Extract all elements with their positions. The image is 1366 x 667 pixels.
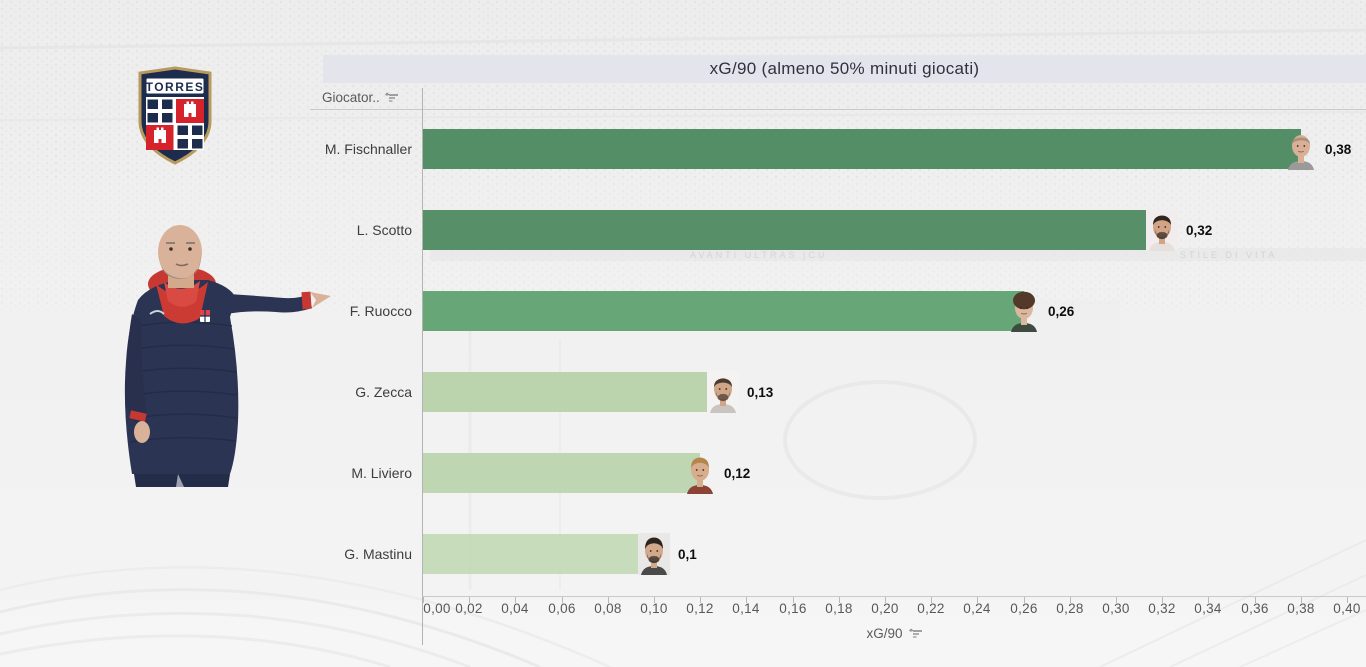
x-axis-tick-mark [746, 597, 747, 603]
x-axis-tick-mark [1116, 597, 1117, 603]
sort-descending-icon[interactable] [384, 92, 398, 103]
player-photo[interactable] [1146, 209, 1178, 251]
x-axis-tick-mark [1301, 597, 1302, 603]
bg-banner-left-text: AVANTI ULTRAS |CU [690, 250, 827, 260]
club-logo: TORRES [138, 66, 212, 165]
chart-title-band: xG/90 (almeno 50% minuti giocati) [323, 55, 1366, 83]
player-value-label: 0,32 [1186, 223, 1213, 238]
player-name-label[interactable]: L. Scotto [356, 222, 412, 238]
x-axis-tick-label: 0,26 [1010, 601, 1038, 616]
x-axis-tick-label: 0,30 [1102, 601, 1130, 616]
player-name-label[interactable]: M. Fischnaller [324, 141, 412, 157]
bg-banner-right-text: STILE DI VITA [1180, 250, 1277, 260]
player-bar[interactable] [423, 291, 1024, 331]
x-axis-tick-mark [654, 597, 655, 603]
x-axis-line [422, 596, 1366, 597]
column-header-giocatore[interactable]: Giocator.. [322, 90, 398, 105]
x-axis-tick-mark [700, 597, 701, 603]
x-axis-tick-mark [977, 597, 978, 603]
coach-photo [124, 225, 331, 487]
x-axis-tick-mark [839, 597, 840, 603]
x-axis-tick-label: 0,24 [963, 601, 991, 616]
x-axis-tick-mark [793, 597, 794, 603]
player-bar[interactable] [423, 129, 1301, 169]
player-photo[interactable] [1008, 290, 1040, 332]
player-name-label[interactable]: M. Liviero [351, 465, 412, 481]
player-value-label: 0,13 [747, 385, 774, 400]
player-value-label: 0,38 [1325, 142, 1352, 157]
header-divider-line [310, 109, 1366, 110]
x-axis-title-label: xG/90 [866, 625, 903, 641]
player-bar[interactable] [423, 372, 724, 412]
x-axis-tick-mark [562, 597, 563, 603]
x-axis-tick-label: 0,08 [594, 601, 622, 616]
x-axis-tick-label: 0,00 [423, 601, 451, 616]
x-axis-tick-label: 0,38 [1287, 601, 1315, 616]
player-name-label[interactable]: G. Mastinu [344, 546, 412, 562]
player-value-label: 0,1 [678, 547, 697, 562]
y-axis-line [422, 88, 423, 645]
player-photo[interactable] [684, 452, 716, 494]
x-axis-tick-mark [423, 597, 424, 603]
player-bar[interactable] [423, 534, 654, 574]
x-axis-tick-label: 0,14 [732, 601, 760, 616]
player-bar[interactable] [423, 210, 1163, 250]
x-axis-tick-mark [608, 597, 609, 603]
x-axis-title[interactable]: xG/90 [834, 624, 954, 642]
player-name-label[interactable]: G. Zecca [355, 384, 412, 400]
x-axis-tick-mark [1070, 597, 1071, 603]
x-axis-tick-label: 0,20 [871, 601, 899, 616]
x-axis-tick-label: 0,06 [548, 601, 576, 616]
x-axis-tick-label: 0,40 [1333, 601, 1361, 616]
x-axis-tick-label: 0,10 [640, 601, 668, 616]
x-axis-tick-label: 0,12 [686, 601, 714, 616]
x-axis-tick-mark [1255, 597, 1256, 603]
x-axis-tick-label: 0,36 [1241, 601, 1269, 616]
player-value-label: 0,26 [1048, 304, 1075, 319]
column-header-label: Giocator.. [322, 90, 380, 105]
x-axis-tick-mark [1208, 597, 1209, 603]
player-name-label[interactable]: F. Ruocco [349, 303, 412, 319]
player-photo[interactable] [638, 533, 670, 575]
x-axis-tick-label: 0,16 [779, 601, 807, 616]
x-axis-tick-label: 0,28 [1056, 601, 1084, 616]
x-axis-tick-label: 0,02 [455, 601, 483, 616]
x-axis-tick-mark [931, 597, 932, 603]
x-axis-tick-label: 0,22 [917, 601, 945, 616]
x-axis-tick-label: 0,34 [1194, 601, 1222, 616]
sort-descending-icon[interactable] [908, 628, 922, 639]
x-axis-tick-mark [1162, 597, 1163, 603]
player-photo[interactable] [1285, 128, 1317, 170]
x-axis-tick-mark [469, 597, 470, 603]
player-bar[interactable] [423, 453, 701, 493]
x-axis-tick-mark [885, 597, 886, 603]
player-value-label: 0,12 [724, 466, 751, 481]
x-axis-tick-mark [515, 597, 516, 603]
x-axis-tick-label: 0,04 [501, 601, 529, 616]
x-axis-tick-label: 0,32 [1148, 601, 1176, 616]
x-axis-tick-mark [1024, 597, 1025, 603]
player-photo[interactable] [707, 371, 739, 413]
page-title: xG/90 (almeno 50% minuti giocati) [709, 59, 980, 78]
x-axis-tick-label: 0,18 [825, 601, 853, 616]
x-axis-tick-mark [1347, 597, 1348, 603]
club-name-text: TORRES [146, 80, 205, 94]
